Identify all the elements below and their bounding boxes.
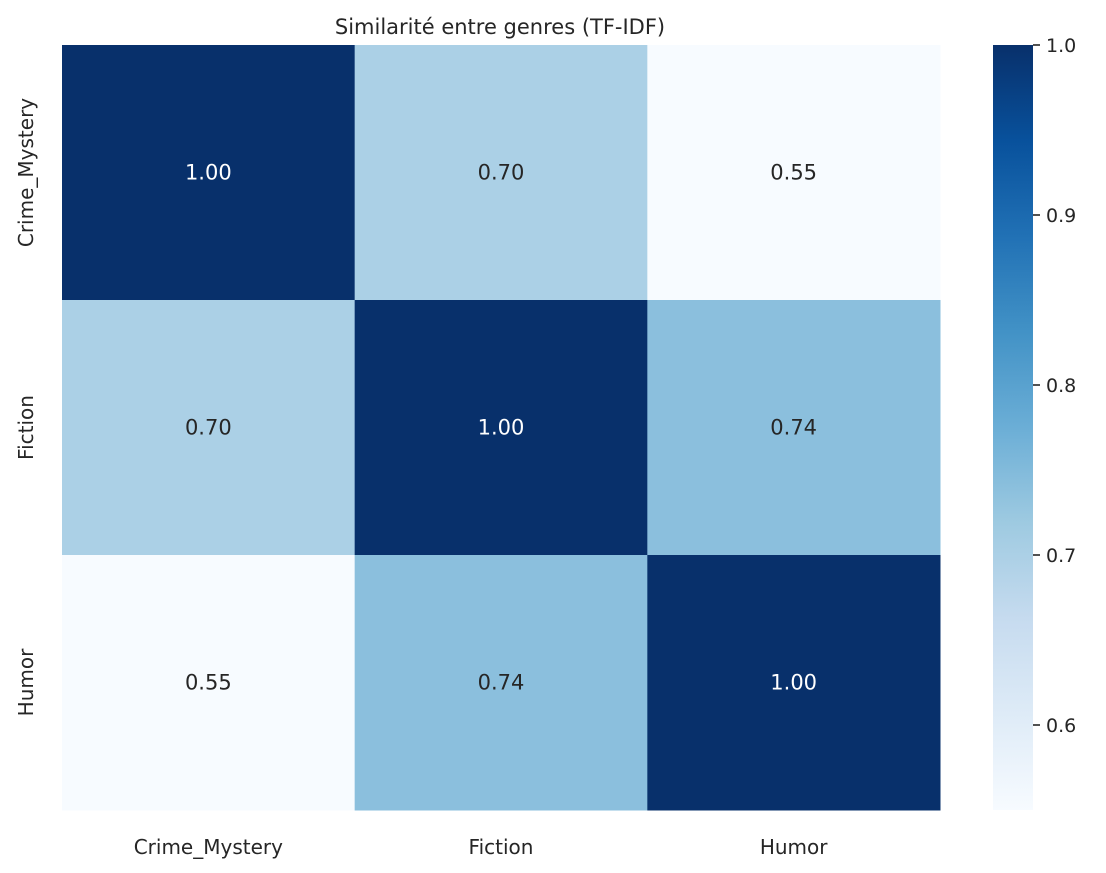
- cell-value-label: 0.70: [185, 416, 232, 440]
- chart-title: Similarité entre genres (TF-IDF): [335, 15, 665, 39]
- colorbar-tick-label: 0.6: [1046, 715, 1076, 737]
- heatmap-cell: [647, 555, 941, 811]
- x-axis: Crime_Mystery Fiction Humor: [134, 835, 829, 859]
- heatmap-cell: [62, 555, 356, 811]
- cell-value-label: 1.00: [185, 161, 232, 185]
- cell-value-label: 0.70: [478, 161, 525, 185]
- y-tick-label: Crime_Mystery: [14, 98, 38, 247]
- heatmap-cell: [62, 45, 356, 301]
- heatmap-cell: [647, 300, 941, 556]
- heatmap-cell: [354, 300, 648, 556]
- cell-value-label: 1.00: [478, 416, 525, 440]
- cell-value-label: 0.55: [770, 161, 817, 185]
- cell-value-label: 0.74: [770, 416, 817, 440]
- colorbar-tick-label: 0.9: [1046, 205, 1076, 227]
- colorbar-tick-label: 0.8: [1046, 375, 1076, 397]
- colorbar-tick-label: 0.7: [1046, 545, 1076, 567]
- x-tick-label: Fiction: [469, 835, 534, 859]
- heatmap-cells: [62, 45, 941, 811]
- heatmap-cell: [354, 555, 648, 811]
- cell-value-label: 1.00: [770, 671, 817, 695]
- y-tick-label: Humor: [14, 648, 38, 716]
- x-tick-label: Humor: [760, 835, 828, 859]
- y-tick-label: Fiction: [14, 395, 38, 460]
- y-axis: Crime_Mystery Fiction Humor: [14, 98, 38, 717]
- heatmap-cell: [647, 45, 941, 301]
- colorbar: 0.6 0.7 0.8 0.9 1.0: [993, 35, 1076, 810]
- cell-value-label: 0.74: [478, 671, 525, 695]
- colorbar-tick-label: 1.0: [1046, 35, 1076, 57]
- heatmap-cell: [354, 45, 648, 301]
- cell-value-label: 0.55: [185, 671, 232, 695]
- colorbar-ticks: 0.6 0.7 0.8 0.9 1.0: [1033, 35, 1076, 737]
- heatmap-cell-labels: 1.00 0.70 0.55 0.70 1.00 0.74 0.55 0.74 1.00: [185, 161, 817, 695]
- heatmap-cell: [62, 300, 356, 556]
- x-tick-label: Crime_Mystery: [134, 835, 283, 859]
- colorbar-scale: [993, 45, 1033, 810]
